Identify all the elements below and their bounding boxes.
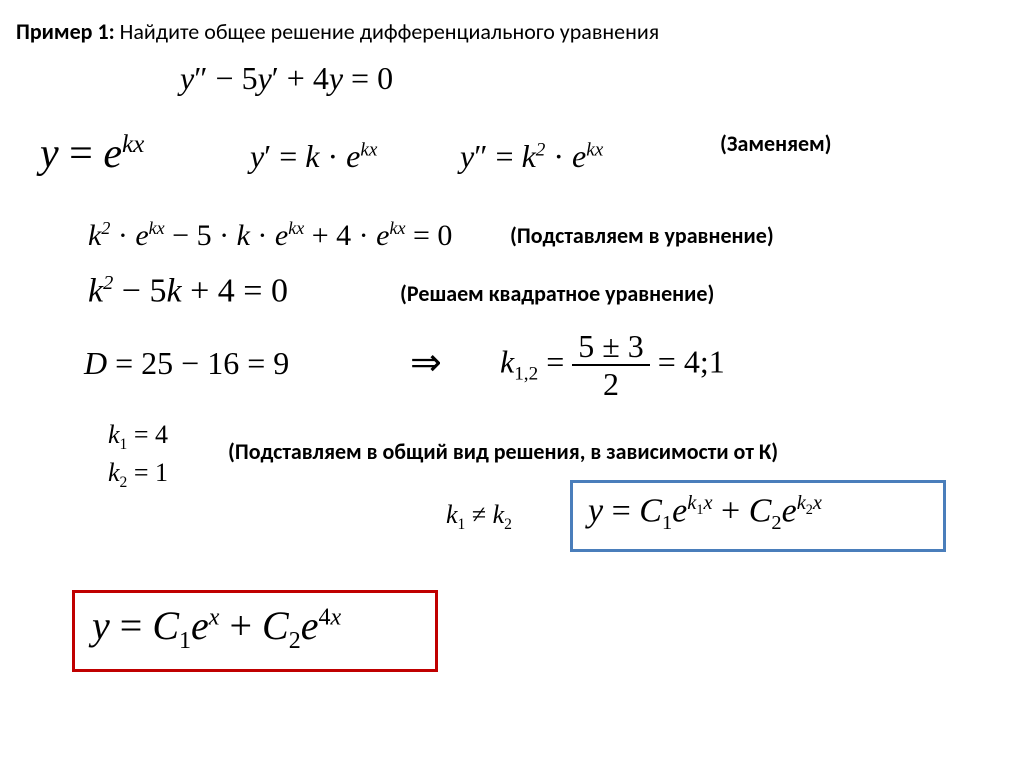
label-quadratic: (Решаем квадратное уравнение)	[400, 280, 714, 307]
subst-y: y = ekx	[40, 130, 144, 178]
plug-equation: k2 · ekx − 5 · k · ekx + 4 · ekx = 0	[88, 218, 452, 253]
roots-distinct: k1 ≠ k2	[446, 500, 512, 534]
subst-ypp: y″ = k2 · ekx	[460, 138, 603, 175]
label-plug: (Подставляем в уравнение)	[510, 222, 774, 249]
heading-prefix: Пример 1:	[16, 18, 115, 45]
discriminant: D = 25 − 16 = 9	[84, 345, 289, 382]
implies-arrow: ⇒	[410, 340, 442, 385]
root-k1: k1 = 4	[108, 420, 168, 454]
heading-rest: Найдите общее решение дифференциального …	[115, 18, 659, 45]
roots-formula: k1,2 = 5 ± 3 2 = 4;1	[500, 328, 725, 402]
label-general-form: (Подставляем в общий вид решения, в зави…	[228, 438, 778, 465]
general-solution: y = C1ek1x + C2ek2x	[588, 492, 822, 535]
main-equation: y″ − 5y′ + 4y = 0	[180, 60, 393, 97]
subst-yprime: y′ = k · ekx	[250, 138, 377, 175]
label-substitute: (Заменяем)	[720, 130, 832, 157]
final-solution: y = C1ex + C2e4x	[92, 602, 341, 655]
quadratic-equation: k2 − 5k + 4 = 0	[88, 272, 288, 310]
root-k2: k2 = 1	[108, 458, 168, 492]
example-heading: Пример 1: Найдите общее решение дифферен…	[16, 18, 659, 45]
